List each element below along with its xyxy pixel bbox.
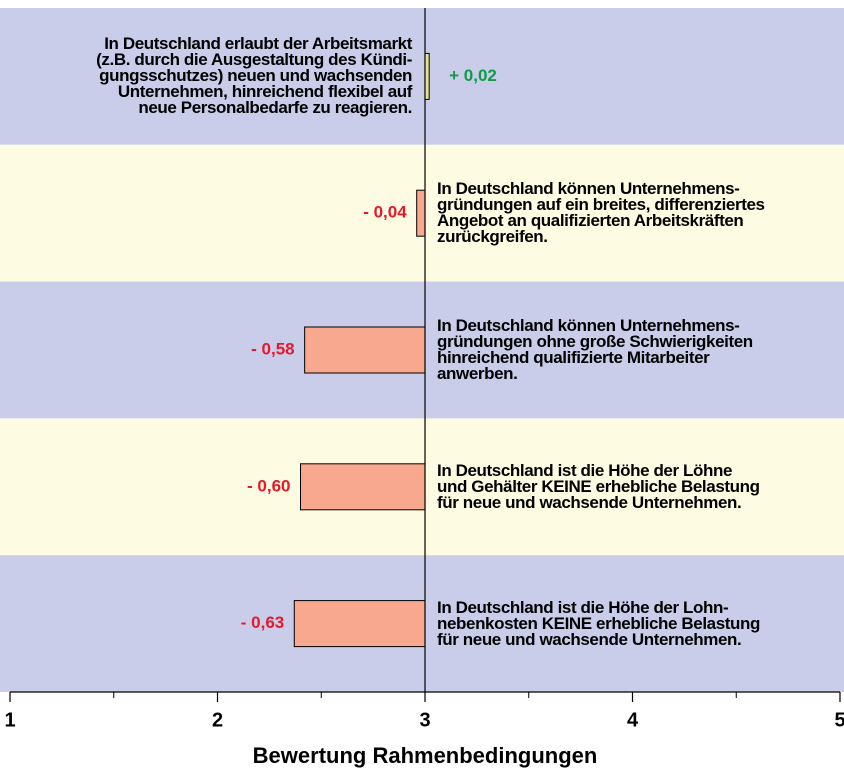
- bar: [304, 326, 426, 374]
- row-band: [0, 8, 844, 145]
- value-label: - 0,58: [251, 339, 294, 358]
- value-label: - 0,60: [247, 476, 290, 495]
- x-tick-label: 4: [627, 709, 639, 731]
- bar: [293, 600, 426, 648]
- statement: In Deutschland ist die Höhe der Lohn- ne…: [437, 597, 760, 649]
- x-tick-label: 2: [212, 709, 223, 731]
- statement: In Deutschland erlaubt der Arbeitsmarkt …: [96, 34, 412, 118]
- value-label: - 0,63: [241, 613, 284, 632]
- x-tick-label: 1: [4, 709, 15, 731]
- x-tick-label: 5: [834, 709, 844, 731]
- value-label: - 0,04: [363, 203, 407, 222]
- bar: [424, 52, 430, 100]
- statement: In Deutschland ist die Höhe der Löhne un…: [437, 460, 760, 512]
- statement: In Deutschland können Unternehmens- grün…: [437, 179, 765, 247]
- x-tick-label: 3: [419, 709, 430, 731]
- bar: [300, 463, 426, 511]
- value-label: + 0,02: [449, 66, 497, 85]
- x-axis-title: Bewertung Rahmenbedingungen: [253, 743, 598, 768]
- statement: In Deutschland können Unternehmens- grün…: [437, 315, 753, 383]
- bar: [416, 189, 426, 237]
